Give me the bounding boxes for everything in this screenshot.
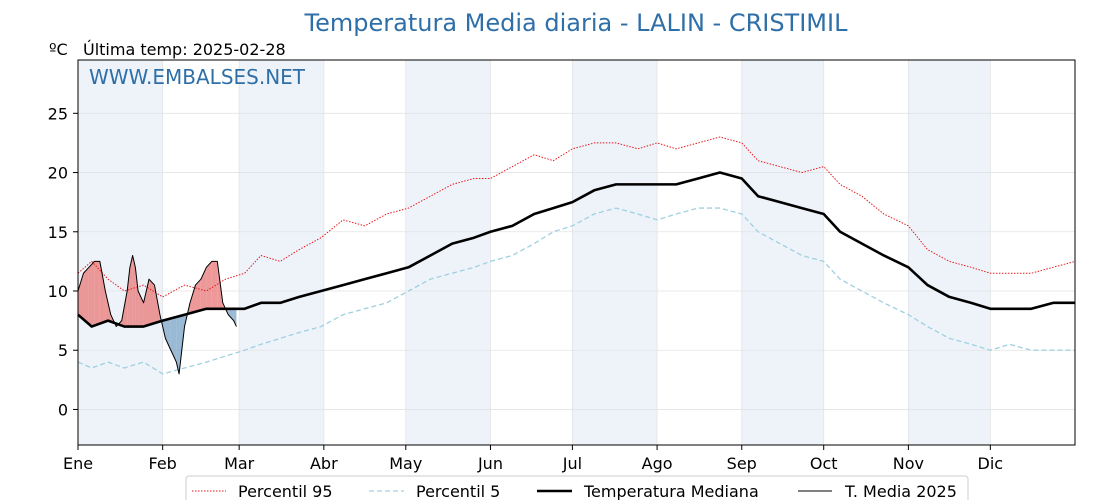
p95-line	[77, 136, 1076, 298]
x-tick-label-feb: Feb	[149, 454, 177, 473]
x-tick-label-mar: Mar	[224, 454, 255, 473]
fill-above-median	[189, 285, 196, 314]
x-tick-label-ago: Ago	[642, 454, 673, 473]
legend-current-label: T. Media 2025	[844, 482, 957, 500]
x-tick-label-sep: Sep	[727, 454, 757, 473]
fill-above-median	[135, 267, 139, 327]
legend-box	[185, 475, 969, 500]
y-tick-label: 20	[48, 164, 68, 183]
anomaly-fills	[78, 255, 237, 374]
fill-above-median	[195, 279, 201, 312]
fill-above-median	[200, 267, 207, 311]
month-bands	[78, 60, 991, 445]
x-tick-label-nov: Nov	[893, 454, 924, 473]
x-tick-label-ene: Ene	[63, 454, 93, 473]
fill-above-median	[149, 279, 155, 325]
y-axis-ticks: 0 5 10 15 20 25	[48, 104, 78, 419]
x-tick-label-dic: Dic	[978, 454, 1004, 473]
x-axis-ticks: Ene Feb Mar Abr May Jun Jul Ago Sep Oct Nov Dic	[63, 445, 1003, 473]
legend: Percentil 95 Percentil 5 Temperatura Med…	[185, 475, 969, 500]
fill-above-median	[83, 267, 89, 325]
plot-frame	[77, 59, 1076, 446]
p5-line	[77, 207, 1075, 375]
grid-lines	[77, 60, 1075, 445]
fill-above-median	[138, 291, 144, 327]
month-band-jul	[572, 60, 658, 445]
last-temp-label: Última temp: 2025-02-28	[83, 40, 286, 59]
y-tick-label: 25	[48, 104, 68, 123]
fill-above-median	[211, 261, 218, 309]
fill-above-median	[127, 267, 130, 327]
legend-median-label: Temperatura Mediana	[583, 482, 759, 500]
x-tick-label-may: May	[389, 454, 422, 473]
fill-below-median	[228, 308, 234, 321]
fill-below-median	[165, 318, 171, 351]
current-year-line	[77, 254, 237, 375]
y-tick-label: 15	[48, 223, 68, 242]
legend-p95-label: Percentil 95	[238, 482, 333, 500]
x-tick-label-jul: Jul	[562, 454, 582, 473]
month-band-sep	[741, 60, 824, 445]
x-tick-label-oct: Oct	[810, 454, 838, 473]
y-tick-label: 5	[58, 341, 68, 360]
x-tick-label-jun: Jun	[477, 454, 503, 473]
fill-above-median	[99, 261, 106, 324]
fill-above-median	[88, 261, 95, 326]
month-band-ene	[78, 60, 163, 445]
fill-below-median	[170, 316, 177, 363]
x-tick-label-abr: Abr	[310, 454, 338, 473]
median-line	[77, 171, 1075, 328]
chart-title: Temperatura Media diaria - LALIN - CRIST…	[304, 9, 849, 37]
fill-above-median	[132, 255, 136, 327]
month-band-may	[405, 60, 491, 445]
legend-p5-label: Percentil 5	[416, 482, 500, 500]
unit-label: ºC	[49, 40, 68, 59]
series-lines	[77, 136, 1076, 375]
month-band-mar	[239, 60, 324, 445]
fill-above-median	[129, 255, 133, 327]
fill-above-median	[206, 261, 212, 309]
fill-above-median	[94, 261, 100, 326]
watermark: WWW.EMBALSES.NET	[89, 65, 306, 89]
fill-above-median	[78, 273, 84, 320]
fill-below-median	[176, 316, 180, 374]
y-tick-label: 10	[48, 282, 68, 301]
y-tick-label: 0	[58, 400, 68, 419]
fill-above-median	[143, 279, 150, 327]
month-band-nov	[908, 60, 991, 445]
